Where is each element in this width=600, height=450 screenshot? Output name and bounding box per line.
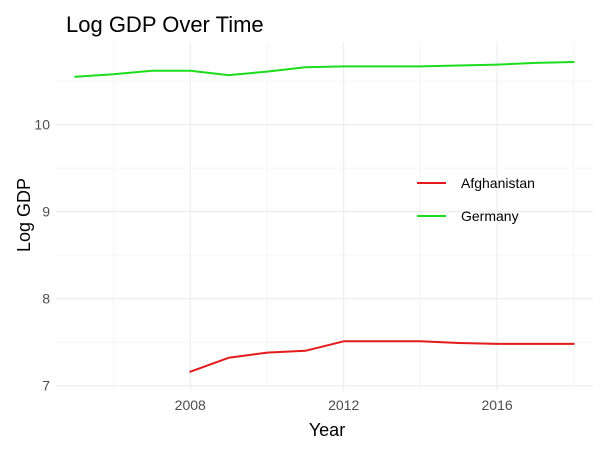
y-tick-label: 10 (34, 117, 50, 133)
series-line-afghanistan (189, 340, 575, 373)
series-lines (74, 61, 575, 373)
y-axis-title: Log GDP (14, 178, 34, 252)
x-tick-label: 2012 (328, 397, 359, 413)
y-axis-ticks: 7 8 9 10 (34, 117, 50, 394)
x-axis-ticks: 2008 2012 2016 (175, 397, 513, 413)
y-tick-label: 7 (42, 378, 50, 394)
y-tick-label: 9 (42, 204, 50, 220)
legend-label: Afghanistan (461, 175, 535, 191)
chart-title: Log GDP Over Time (66, 12, 264, 37)
legend-item: Germany (417, 208, 519, 224)
x-tick-label: 2008 (175, 397, 206, 413)
legend-item: Afghanistan (417, 175, 535, 191)
x-tick-label: 2016 (482, 397, 513, 413)
plot-grid (56, 42, 593, 390)
legend-label: Germany (461, 208, 519, 224)
legend: Afghanistan Germany (417, 175, 535, 224)
x-axis-title: Year (309, 420, 345, 440)
y-tick-label: 8 (42, 291, 50, 307)
series-line-germany (74, 61, 575, 78)
